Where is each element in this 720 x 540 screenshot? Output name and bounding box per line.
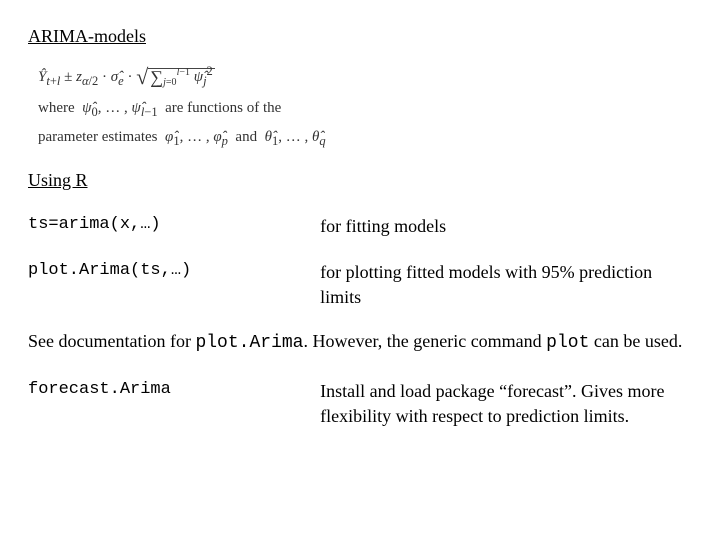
para-text: . However, the generic command [303,331,546,351]
code-inline: plot.Arima [195,333,303,353]
command-desc: for fitting models [320,206,692,252]
para-text: can be used. [589,331,682,351]
code-inline: plot [546,333,589,353]
command-code: plot.Arima(ts,…) [28,252,320,323]
table-row: ts=arima(x,…) for fitting models [28,206,692,252]
formula-line-1: Ŷt+l ± zα/2 · σ̂e · √∑j=0l−1 ψ̂j2 [38,62,692,92]
formula-line-2: where ψ̂0, … , ψ̂l−1 are functions of th… [38,98,692,121]
table-row: plot.Arima(ts,…) for plotting fitted mod… [28,252,692,323]
heading-arima: ARIMA-models [28,24,692,48]
doc-paragraph: See documentation for plot.Arima. Howeve… [28,329,692,355]
formula-block: Ŷt+l ± zα/2 · σ̂e · √∑j=0l−1 ψ̂j2 where … [38,62,692,149]
command-code: ts=arima(x,…) [28,206,320,252]
command-desc: for plotting fitted models with 95% pred… [320,252,692,323]
command-code: forecast.Arima [28,371,320,442]
para-text: See documentation for [28,331,195,351]
formula-line-3: parameter estimates φ̂1, … , φ̂p and θ̂1… [38,127,692,150]
table-row: forecast.Arima Install and load package … [28,371,692,442]
command-desc: Install and load package “forecast”. Giv… [320,371,692,442]
command-table-2: forecast.Arima Install and load package … [28,371,692,442]
heading-using-r: Using R [28,168,692,192]
command-table-1: ts=arima(x,…) for fitting models plot.Ar… [28,206,692,323]
